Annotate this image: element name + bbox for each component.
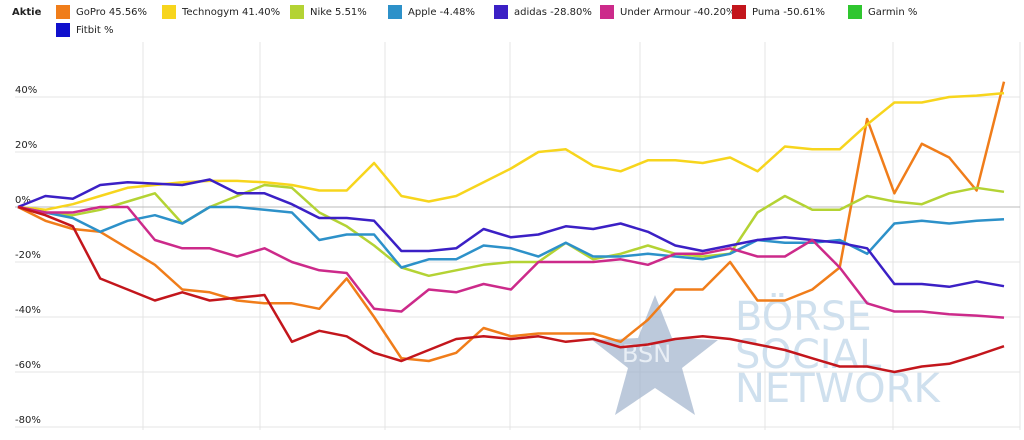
series-line [17,205,1005,374]
y-tick-label: 20% [15,140,37,151]
legend-swatch [56,23,70,37]
y-tick-label: -80% [15,415,41,426]
y-tick-label: -20% [15,250,41,261]
watermark: BSN BÖRSE SOCIAL NETWORK [592,292,941,415]
y-tick-label: -40% [15,305,41,316]
legend-title: Aktie [12,7,42,18]
legend-swatch [600,5,614,19]
legend-swatch [732,5,746,19]
legend-label: Fitbit % [76,25,113,36]
vertical-grid [142,42,1021,430]
watermark-text: SOCIAL [735,332,882,378]
legend-swatch [494,5,508,19]
legend-label: Apple -4.48% [408,7,475,18]
legend-label: Under Armour -40.20% [620,7,735,18]
legend-label: Nike 5.51% [310,7,367,18]
series-line [17,91,1005,212]
legend-swatch [56,5,70,19]
watermark-text: NETWORK [735,366,941,412]
legend-label: Technogym 41.40% [181,7,280,18]
y-tick-label: 0% [15,195,31,206]
legend-label: Garmin % [868,7,917,18]
legend-swatch [162,5,176,19]
legend-label: GoPro 45.56% [76,7,147,18]
series-line [17,205,1005,319]
legend-label: adidas -28.80% [514,7,592,18]
y-tick-label: 40% [15,85,37,96]
legend-swatch [290,5,304,19]
y-tick-label: -60% [15,360,41,371]
legend-swatch [848,5,862,19]
series-line [17,178,1005,289]
series-line [17,205,1005,269]
legend-label: Puma -50.61% [752,7,825,18]
legend-swatch [388,5,402,19]
